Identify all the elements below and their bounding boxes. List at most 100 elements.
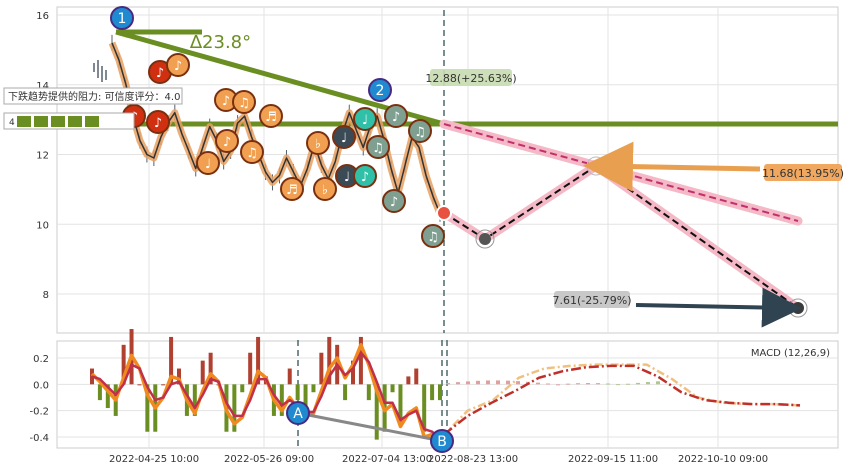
macd-hist-forecast-bar	[636, 382, 640, 385]
note-marker	[313, 177, 337, 201]
macd-hist-bar	[438, 384, 442, 401]
macd-hist-bar	[406, 376, 411, 385]
signal-line	[91, 351, 441, 440]
note-markers: ♪♪♪♪♩♪♫♪♫♬♭♬♭♩♩♩♪♫♪♪♫♫	[122, 53, 445, 248]
note-glyph: ♬	[265, 110, 277, 125]
note-marker	[240, 140, 264, 164]
target-mid-box	[764, 164, 842, 181]
target-low-arrow	[635, 287, 802, 328]
note-marker	[259, 104, 283, 128]
x-tick-label: 2022-04-25 10:00	[109, 454, 199, 465]
macd-hist-bar	[121, 344, 126, 385]
price-y-tick: 12	[36, 151, 49, 162]
macd-hist-bar	[232, 384, 237, 432]
note-marker	[166, 53, 190, 77]
note-glyph: ♪	[154, 116, 162, 131]
macd-hist-bar	[137, 384, 142, 386]
macd-hist-bar	[295, 384, 300, 401]
macd-hist-bar	[303, 384, 308, 409]
macd-hist-forecast-bar	[626, 383, 630, 385]
note-glyph: ♬	[286, 183, 298, 198]
price-y-tick: 16	[36, 11, 49, 22]
note-glyph: ♩	[205, 157, 211, 172]
macd-line	[90, 343, 442, 443]
note-glyph: ♪	[156, 66, 164, 81]
point-b-circle	[430, 429, 454, 453]
note-marker	[232, 90, 256, 114]
macd-hist-bar	[358, 336, 363, 385]
point-a-label: A	[293, 406, 303, 422]
note-glyph: ♭	[322, 183, 328, 198]
note-marker	[421, 224, 445, 248]
macd-hist-bar	[145, 384, 150, 432]
macd-hist-forecast-bar	[596, 383, 600, 385]
macd-hist-forecast-bar	[656, 381, 660, 385]
price-y-tick: 10	[36, 220, 49, 231]
macd-hist-forecast-bar	[466, 381, 470, 385]
score-badge-number: 4	[9, 118, 15, 128]
note-glyph: ♩	[341, 131, 347, 146]
macd-hist-bar	[97, 384, 102, 401]
macd-hist-forecast-bar	[446, 383, 450, 385]
macd-y-tick: 0.2	[33, 354, 49, 365]
macd-hist-bar	[169, 336, 174, 385]
macd-hist-bar	[390, 384, 395, 393]
macd-hist-forecast-bar	[506, 380, 510, 385]
price-y-tick: 14	[36, 81, 49, 92]
forecast-point-1	[436, 205, 452, 221]
note-marker	[353, 164, 377, 188]
note-glyph: ♫	[372, 141, 384, 156]
macd-hist-forecast-bar	[556, 384, 560, 386]
target-low-box	[554, 291, 630, 308]
macd-hist-forecast-bar	[566, 383, 570, 385]
forecast-path-high	[443, 123, 799, 222]
macd-hist-forecast-bar	[536, 382, 540, 385]
note-glyph: ♩	[362, 113, 368, 128]
forecast-point-2-ring	[475, 229, 495, 249]
x-tick-label: 2022-09-15 11:00	[568, 454, 658, 465]
note-marker	[332, 125, 356, 149]
macd-legend: MACD (12,26,9)	[751, 348, 830, 359]
macd-hist-bar	[256, 336, 261, 385]
macd-hist-bar	[374, 384, 379, 440]
note-marker	[408, 119, 432, 143]
macd-hist-forecast-bar	[516, 381, 520, 385]
macd-hist-bar	[414, 368, 419, 385]
note-glyph: ♭	[315, 137, 321, 152]
macd-hist-bar	[398, 384, 403, 424]
x-tick-label: 2022-10-10 09:00	[678, 454, 768, 465]
macd-hist-bar	[287, 368, 292, 385]
note-glyph: ♪	[223, 135, 231, 150]
macd-hist-forecast-bar	[576, 383, 580, 385]
macd-hist-forecast-bar	[546, 383, 550, 385]
target-high-box	[430, 69, 512, 86]
macd-hist-bar	[208, 352, 213, 385]
macd-forecast-line	[441, 363, 801, 438]
macd-hist-bar	[192, 384, 197, 416]
note-marker	[384, 104, 408, 128]
price-y-tick: 8	[43, 290, 49, 301]
divergence-line	[297, 411, 443, 443]
macd-hist-bar	[248, 352, 253, 385]
macd-hist-forecast-bar	[486, 380, 490, 385]
forecast-point-2	[479, 233, 491, 245]
note-glyph: ♪	[361, 170, 369, 185]
macd-hist-forecast-bar	[496, 380, 500, 385]
note-marker	[196, 151, 220, 175]
macd-hist-forecast-bar	[606, 383, 610, 385]
macd-y-tick: -0.4	[29, 433, 49, 444]
macd-hist-bar	[327, 336, 332, 385]
macd-hist-bar	[351, 360, 355, 385]
macd-hist-bar	[105, 384, 110, 409]
point-a-circle	[286, 401, 310, 425]
x-tick-label: 2022-05-26 09:00	[224, 454, 314, 465]
note-glyph: ♪	[174, 59, 182, 74]
target-low-label: 7.61(-25.79%)	[553, 294, 632, 307]
macd-hist-bar	[343, 384, 348, 401]
wave-label-1-circle	[110, 6, 134, 30]
macd-hist-bar	[161, 384, 166, 386]
target-high-label: 12.88(+25.63%)	[425, 72, 516, 85]
x-tick-label: 2022-08-23 13:00	[428, 454, 518, 465]
